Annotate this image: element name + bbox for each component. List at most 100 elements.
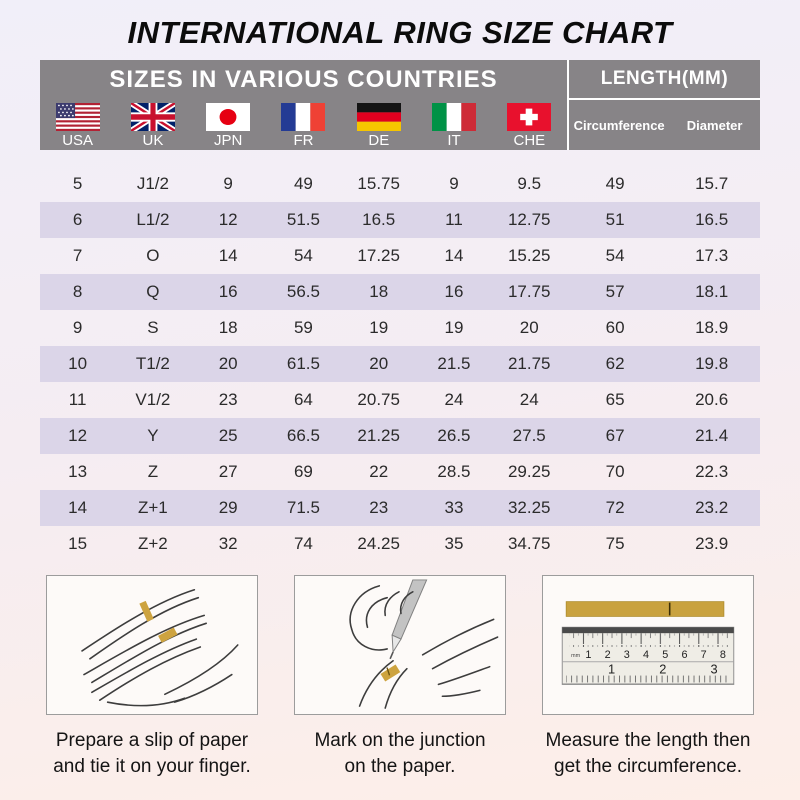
table-cell: 64 — [293, 390, 313, 409]
table-row: 6 L1/2 12 51.5 16.5 11 12.75 51 16.5 — [40, 202, 760, 238]
table-row: 12 Y 25 66.5 21.25 26.5 27.5 67 21.4 — [40, 418, 760, 454]
table-cell: 21.4 — [695, 426, 729, 445]
table-cell: 22 — [369, 462, 389, 481]
table-cell: 25 — [218, 426, 238, 445]
table-cell: 21.25 — [357, 426, 400, 445]
table-cell: 29 — [218, 498, 238, 517]
table-cell: L1/2 — [136, 210, 170, 229]
table-cell: 49 — [293, 174, 313, 193]
table-cell: 51.5 — [286, 210, 320, 229]
table-cell: 72 — [605, 498, 625, 517]
table-cell: 18.1 — [695, 282, 729, 301]
svg-text:3: 3 — [710, 662, 717, 677]
svg-text:mm: mm — [571, 653, 581, 659]
table-cell: 20.6 — [695, 390, 729, 409]
uk-flag-icon — [130, 103, 175, 131]
svg-text:2: 2 — [659, 662, 666, 677]
country-column-che: CHE — [492, 100, 567, 150]
germany-flag-icon — [356, 103, 401, 131]
step-3-caption: Measure the length then get the circumfe… — [545, 730, 751, 777]
table-row: 10 T1/2 20 61.5 20 21.5 21.75 62 19.8 — [40, 346, 760, 382]
table-cell: 15.75 — [357, 174, 400, 193]
header-sizes-title: SIZES IN VARIOUS COUNTRIES — [109, 66, 498, 93]
table-cell: 12.75 — [507, 210, 551, 229]
table-cell: 62 — [605, 354, 625, 373]
japan-flag-icon — [206, 103, 251, 131]
table-cell: 17.3 — [695, 246, 729, 265]
ring-size-table: SIZES IN VARIOUS COUNTRIES — [40, 60, 760, 562]
table-cell: 56.5 — [286, 282, 320, 301]
country-column-uk: UK — [115, 100, 190, 150]
svg-text:3: 3 — [624, 649, 630, 661]
svg-text:1: 1 — [585, 649, 591, 661]
table-cell: S — [147, 318, 159, 337]
country-column-it: IT — [416, 100, 491, 150]
table-body: 5 J1/2 9 49 15.75 9 9.5 49 15.7 6 L1/2 12 51.5 16.5 11… — [40, 166, 760, 562]
table-cell: 23 — [369, 498, 389, 517]
table-cell: 33 — [444, 498, 464, 517]
table-cell: 54 — [293, 246, 313, 265]
table-cell: 20.75 — [357, 390, 400, 409]
table-cell: 27 — [218, 462, 238, 481]
table-cell: 15.25 — [507, 246, 551, 265]
step-2: Mark on the junction on the paper. — [294, 575, 506, 780]
table-cell: T1/2 — [135, 354, 170, 373]
table-cell: 24 — [519, 390, 539, 409]
country-code: FR — [293, 132, 314, 149]
table-cell: Z+2 — [138, 534, 168, 553]
table-cell: 5 — [72, 174, 83, 193]
table-cell: 74 — [293, 534, 313, 553]
table-cell: 14 — [444, 246, 464, 265]
table-cell: 18 — [369, 282, 389, 301]
table-cell: 7 — [72, 246, 83, 265]
table-row: 11 V1/2 23 64 20.75 24 24 65 20.6 — [40, 382, 760, 418]
table-row: 8 Q 16 56.5 18 16 17.75 57 18.1 — [40, 274, 760, 310]
table-cell: 19 — [369, 318, 389, 337]
country-column-de: DE — [341, 100, 416, 150]
table-cell: Y — [147, 426, 159, 445]
page-title: INTERNATIONAL RING SIZE CHART — [127, 15, 673, 50]
svg-text:2: 2 — [605, 649, 611, 661]
table-cell: 20 — [218, 354, 238, 373]
svg-text:7: 7 — [701, 649, 707, 661]
svg-text:8: 8 — [720, 649, 726, 661]
svg-text:4: 4 — [643, 649, 649, 661]
svg-text:6: 6 — [681, 649, 687, 661]
step-1: Prepare a slip of paper and tie it on yo… — [46, 575, 258, 780]
table-cell: 20 — [369, 354, 389, 373]
table-cell: 9 — [449, 174, 459, 193]
table-cell: 35 — [444, 534, 464, 553]
country-column-usa: USA — [40, 100, 115, 150]
table-cell: 16 — [444, 282, 464, 301]
table-cell: 12 — [68, 426, 88, 445]
table-cell: 54 — [605, 246, 625, 265]
svg-text:1: 1 — [608, 662, 615, 677]
table-cell: 71.5 — [286, 498, 320, 517]
table-row: 7 O 14 54 17.25 14 15.25 54 17.3 — [40, 238, 760, 274]
svg-text:5: 5 — [662, 649, 668, 661]
table-cell: 18.9 — [695, 318, 729, 337]
table-cell: 59 — [293, 318, 313, 337]
table-cell: 51 — [605, 210, 625, 229]
country-column-jpn: JPN — [191, 100, 266, 150]
table-cell: 20 — [519, 318, 539, 337]
table-cell: 32.25 — [507, 498, 551, 517]
table-cell: 60 — [605, 318, 625, 337]
table-cell: 75 — [605, 534, 625, 553]
table-cell: 19.8 — [695, 354, 729, 373]
table-row: 13 Z 27 69 22 28.5 29.25 70 22.3 — [40, 454, 760, 490]
table-cell: 23.2 — [695, 498, 729, 517]
table-cell: 24.25 — [357, 534, 400, 553]
country-code: USA — [62, 132, 94, 149]
table-cell: 21.75 — [507, 354, 551, 373]
table-row: 9 S 18 59 19 19 20 60 18.9 — [40, 310, 760, 346]
table-cell: 16.5 — [362, 210, 396, 229]
table-cell: 65 — [605, 390, 625, 409]
table-cell: 9.5 — [517, 174, 542, 193]
table-cell: 12 — [218, 210, 238, 229]
header-length-section: LENGTH(MM) Circumference Diameter — [567, 60, 760, 150]
header-sizes-section: SIZES IN VARIOUS COUNTRIES — [40, 60, 567, 150]
table-cell: J1/2 — [136, 174, 169, 193]
